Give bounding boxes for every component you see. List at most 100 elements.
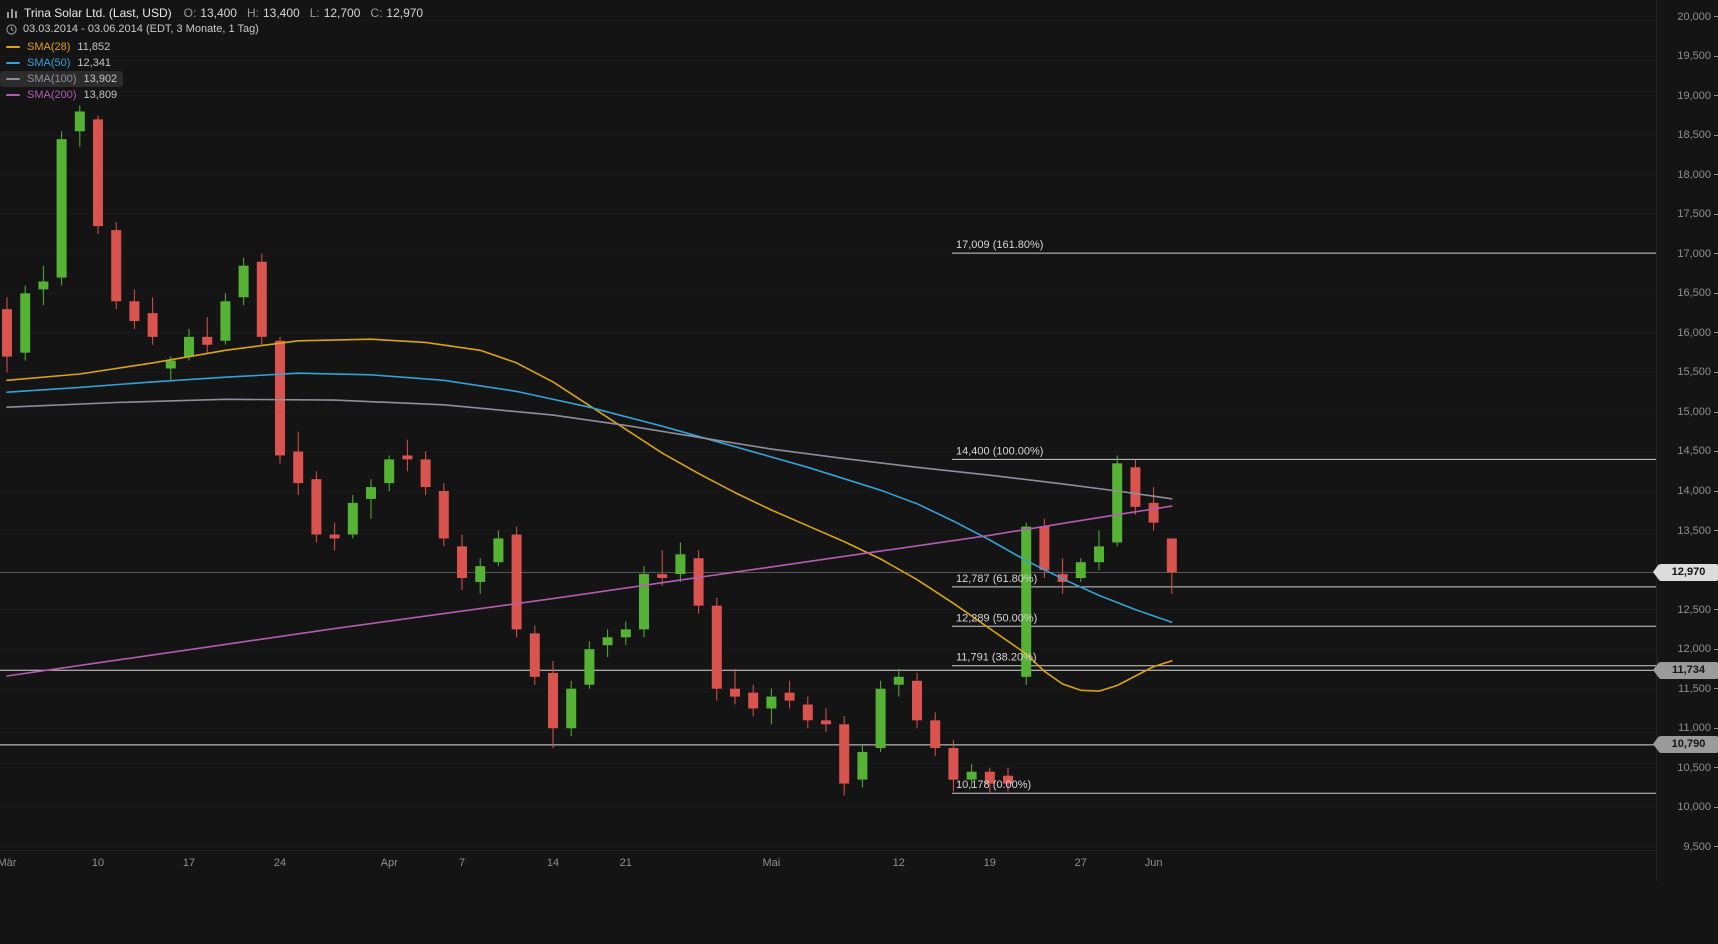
- sma-line-200[interactable]: [6, 505, 1173, 677]
- symbol-title: Trina Solar Ltd. (Last, USD): [24, 5, 172, 20]
- price-axis-label: 17,500: [1677, 207, 1718, 221]
- price-axis-label: 15,000: [1677, 405, 1718, 419]
- time-axis-label: Mär: [0, 857, 17, 869]
- sma-200-swatch: [6, 94, 20, 96]
- candle-down: [711, 605, 722, 689]
- candle-up: [1112, 463, 1123, 543]
- time-axis-label: 10: [91, 857, 105, 869]
- last-price-tag: 12,970: [1653, 563, 1718, 581]
- candle-down: [693, 558, 704, 606]
- open-label: O:: [183, 5, 197, 20]
- candle-up: [20, 293, 31, 353]
- candle-down: [129, 301, 140, 322]
- open-value: 13,400: [200, 5, 237, 20]
- legend-sma-28[interactable]: SMA(28) 11,852: [0, 39, 116, 55]
- fib-level-label: 12,787 (61.80%): [956, 573, 1037, 585]
- high-value: 13,400: [262, 5, 300, 20]
- price-axis-label: 11,500: [1678, 682, 1718, 696]
- sma-line-100[interactable]: [6, 398, 1173, 500]
- candle-down: [802, 704, 813, 721]
- candle-up: [639, 574, 649, 630]
- candle-down: [311, 479, 322, 535]
- price-axis-label: 14,000: [1677, 484, 1718, 498]
- sma-28-swatch: [6, 46, 20, 48]
- sma-50-label: SMA(50): [27, 57, 71, 69]
- time-axis-label: 21: [619, 857, 632, 869]
- sma-line-50[interactable]: [6, 372, 1173, 624]
- candle-down: [930, 720, 941, 748]
- candle-up: [1094, 546, 1104, 563]
- candle-down: [839, 724, 850, 784]
- time-axis-label: 17: [182, 857, 196, 869]
- candle-down: [948, 748, 959, 780]
- candle-up: [493, 538, 504, 563]
- sma-100-value: 13,902: [83, 73, 118, 85]
- price-axis-label: 10,000: [1677, 800, 1718, 814]
- candle-up: [475, 566, 486, 582]
- candle-up: [165, 360, 176, 369]
- symbol-row: Trina Solar Ltd. (Last, USD) O: 13,400 H:…: [6, 4, 423, 21]
- candle-up: [384, 459, 395, 484]
- candle-down: [748, 692, 759, 709]
- candle-down: [912, 680, 922, 721]
- price-axis-label: 13,500: [1677, 524, 1718, 538]
- candle-up: [893, 676, 904, 685]
- time-axis-label: 19: [983, 857, 996, 869]
- price-axis-label: 18,500: [1677, 128, 1718, 142]
- candle-up: [366, 487, 376, 499]
- sma-line-28[interactable]: [6, 338, 1173, 692]
- time-axis-label: 24: [273, 857, 287, 869]
- candle-down: [1166, 538, 1177, 573]
- time-axis-label: Jun: [1144, 857, 1163, 869]
- price-axis-label: 19,500: [1677, 49, 1718, 63]
- low-label: L:: [309, 5, 320, 20]
- candle-up: [875, 688, 886, 748]
- legend-sma-50[interactable]: SMA(50) 12,341: [0, 55, 117, 71]
- time-axis-label: Apr: [380, 857, 398, 869]
- sma-50-swatch: [6, 62, 20, 64]
- candle-up: [966, 771, 977, 780]
- candle-up: [602, 637, 613, 646]
- date-range: 03.03.2014 - 03.06.2014 (EDT, 3 Monate, …: [23, 23, 259, 35]
- time-axis-label: 7: [458, 857, 466, 869]
- time-axis-label: 12: [892, 857, 905, 869]
- candle-up: [1075, 562, 1086, 578]
- candle-down: [457, 546, 467, 578]
- sma-100-label: SMA(100): [27, 73, 77, 85]
- price-axis-label: 10,500: [1677, 761, 1718, 775]
- price-axis-label: 17,000: [1677, 247, 1718, 261]
- candle-up: [347, 502, 358, 535]
- candle-up: [184, 336, 194, 357]
- candle-down: [529, 633, 540, 677]
- candle-down: [1039, 526, 1050, 571]
- legend-sma-200[interactable]: SMA(200) 13,809: [0, 87, 123, 103]
- high-label: H:: [246, 5, 259, 20]
- candle-up: [238, 265, 249, 298]
- chart-canvas[interactable]: 17,009 (161.80%) 14,400 (100.00%) 12,787 (…: [0, 0, 1656, 850]
- date-range-row: 03.03.2014 - 03.06.2014 (EDT, 3 Monate, …: [6, 21, 423, 37]
- price-axis-label: 16,000: [1677, 326, 1718, 340]
- candle-down: [147, 313, 158, 337]
- legend-sma-100[interactable]: SMA(100) 13,902: [0, 71, 124, 87]
- candle-down: [402, 455, 413, 460]
- candle-down: [329, 534, 340, 539]
- candle-down: [1148, 502, 1159, 523]
- candle-up: [74, 111, 85, 132]
- candle-down: [293, 451, 304, 484]
- price-axis[interactable]: 20,000 19,500 19,000 18,500 18,000 17,500 17,0…: [1653, 0, 1718, 882]
- sma-200-value: 13,809: [83, 89, 118, 101]
- close-label: C:: [370, 5, 383, 20]
- price-axis-label: 11,000: [1678, 721, 1718, 735]
- price-axis-label: 9,500: [1683, 840, 1718, 854]
- price-axis-label: 16,500: [1677, 286, 1718, 300]
- close-value: 12,970: [386, 5, 424, 20]
- fib-level-label: 12,289 (50.00%): [956, 612, 1037, 624]
- sma-28-value: 11,852: [77, 41, 111, 53]
- time-axis[interactable]: Mär 10 17 24 Apr 7 14 21 Mai 12 19 27 Jun: [0, 850, 1656, 883]
- price-axis-label: 14,500: [1677, 444, 1718, 458]
- candle-down: [202, 336, 213, 345]
- candle-down: [438, 491, 449, 539]
- sma-200-label: SMA(200): [27, 89, 77, 101]
- candle-up: [56, 139, 67, 278]
- fib-level-label: 10,178 (0.00%): [956, 779, 1031, 791]
